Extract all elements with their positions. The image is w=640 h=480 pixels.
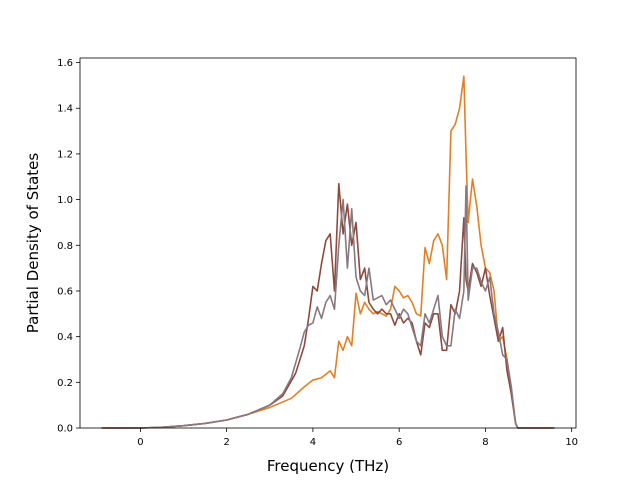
- series-line-3: [101, 185, 555, 429]
- y-tick-label: 0.0: [57, 424, 73, 435]
- y-tick-label: 1.2: [57, 149, 73, 160]
- y-tick-label: 0.4: [57, 332, 73, 343]
- y-tick-label: 0.6: [57, 286, 73, 297]
- y-tick-label: 1.4: [57, 104, 73, 115]
- x-axis-label: Frequency (THz): [267, 457, 389, 475]
- x-tick-label: 8: [482, 437, 488, 448]
- y-axis-label: Partial Density of States: [24, 153, 42, 334]
- x-tick-label: 4: [310, 437, 316, 448]
- y-tick-label: 1.6: [57, 58, 73, 69]
- x-tick-label: 2: [223, 437, 229, 448]
- x-tick-label: 6: [396, 437, 402, 448]
- x-axis-ticks: 0 2 4 6 8 10: [137, 428, 578, 448]
- y-tick-label: 1.0: [57, 195, 73, 206]
- plot-area: [80, 58, 576, 428]
- series-layer: [101, 75, 555, 429]
- plot-frame: [79, 57, 577, 429]
- series-line-2: [101, 182, 555, 429]
- y-tick-label: 0.8: [57, 241, 73, 252]
- x-tick-label: 0: [137, 437, 143, 448]
- x-tick-label: 10: [565, 437, 578, 448]
- y-axis-ticks: 0.0 0.2 0.4 0.6 0.8 1.0 1.2 1.4 1.6: [57, 58, 80, 435]
- y-tick-label: 0.2: [57, 378, 73, 389]
